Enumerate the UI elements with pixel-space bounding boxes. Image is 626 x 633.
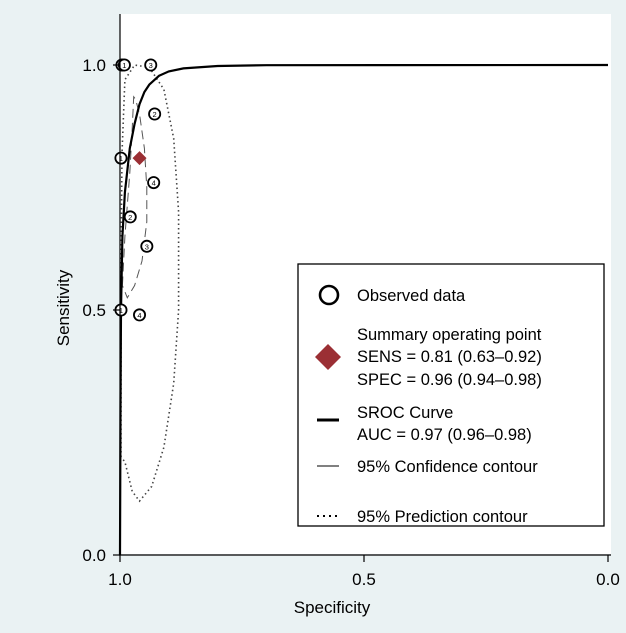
y-tick-label: 0.5	[82, 301, 106, 320]
x-axis-label: Specificity	[294, 598, 371, 617]
observed-point-label: 1	[119, 306, 123, 315]
legend-prediction-label: 95% Prediction contour	[357, 508, 528, 526]
observed-point-marker	[144, 58, 158, 72]
x-tick-label: 0.0	[596, 570, 620, 589]
legend-sroc-auc: AUC = 0.97 (0.96–0.98)	[357, 426, 532, 444]
observed-point-label: 2	[128, 213, 132, 222]
confidence-contour	[121, 95, 148, 299]
observed-point-marker	[123, 210, 137, 224]
legend-summary-spec: SPEC = 0.96 (0.94–0.98)	[357, 371, 542, 389]
legend-sroc-title: SROC Curve	[357, 404, 453, 422]
observed-point: 4	[147, 176, 161, 190]
legend-summary-title: Summary operating point	[357, 326, 542, 344]
legend-summary-marker	[315, 344, 341, 370]
y-tick-label: 1.0	[82, 56, 106, 75]
sroc-curve	[118, 63, 609, 556]
observed-point-marker	[133, 308, 147, 322]
observed-point: 2	[148, 107, 162, 121]
observed-point-label: 4	[137, 311, 141, 320]
legend-box	[297, 263, 605, 527]
y-axis-label: Sensitivity	[54, 269, 73, 346]
x-tick-label: 1.0	[108, 570, 132, 589]
observed-point-marker	[147, 176, 161, 190]
observed-point: 4	[133, 308, 147, 322]
curves-layer	[118, 63, 609, 556]
legend-observed-marker	[318, 284, 340, 306]
observed-point-marker	[140, 239, 154, 253]
y-tick-label: 0.0	[82, 546, 106, 565]
prediction-contour	[120, 64, 180, 503]
observed-point-label: 3	[149, 61, 153, 70]
observed-point-label: 1	[119, 154, 123, 163]
observed-point: 2	[123, 210, 137, 224]
points-layer: 1132142314	[114, 58, 162, 322]
legend-summary-sens: SENS = 0.81 (0.63–0.92)	[357, 348, 542, 366]
legend-confidence-label: 95% Confidence contour	[357, 458, 538, 476]
legend: Observed data Summary operating point SE…	[297, 263, 605, 527]
observed-point-marker	[114, 151, 128, 165]
observed-point: 1	[114, 151, 128, 165]
observed-point-label: 1	[122, 61, 126, 70]
x-tick-label: 0.5	[352, 570, 376, 589]
legend-observed-label: Observed data	[357, 287, 466, 305]
observed-point-marker	[148, 107, 162, 121]
observed-point-label: 4	[152, 179, 156, 188]
observed-point-label: 3	[145, 242, 149, 251]
observed-point: 3	[144, 58, 158, 72]
summary-point-marker	[132, 151, 147, 166]
observed-point-label: 2	[153, 110, 157, 119]
ticks-layer: 0.0 0.5 1.0 1.0 0.5 0.0	[82, 56, 619, 589]
observed-point: 3	[140, 239, 154, 253]
